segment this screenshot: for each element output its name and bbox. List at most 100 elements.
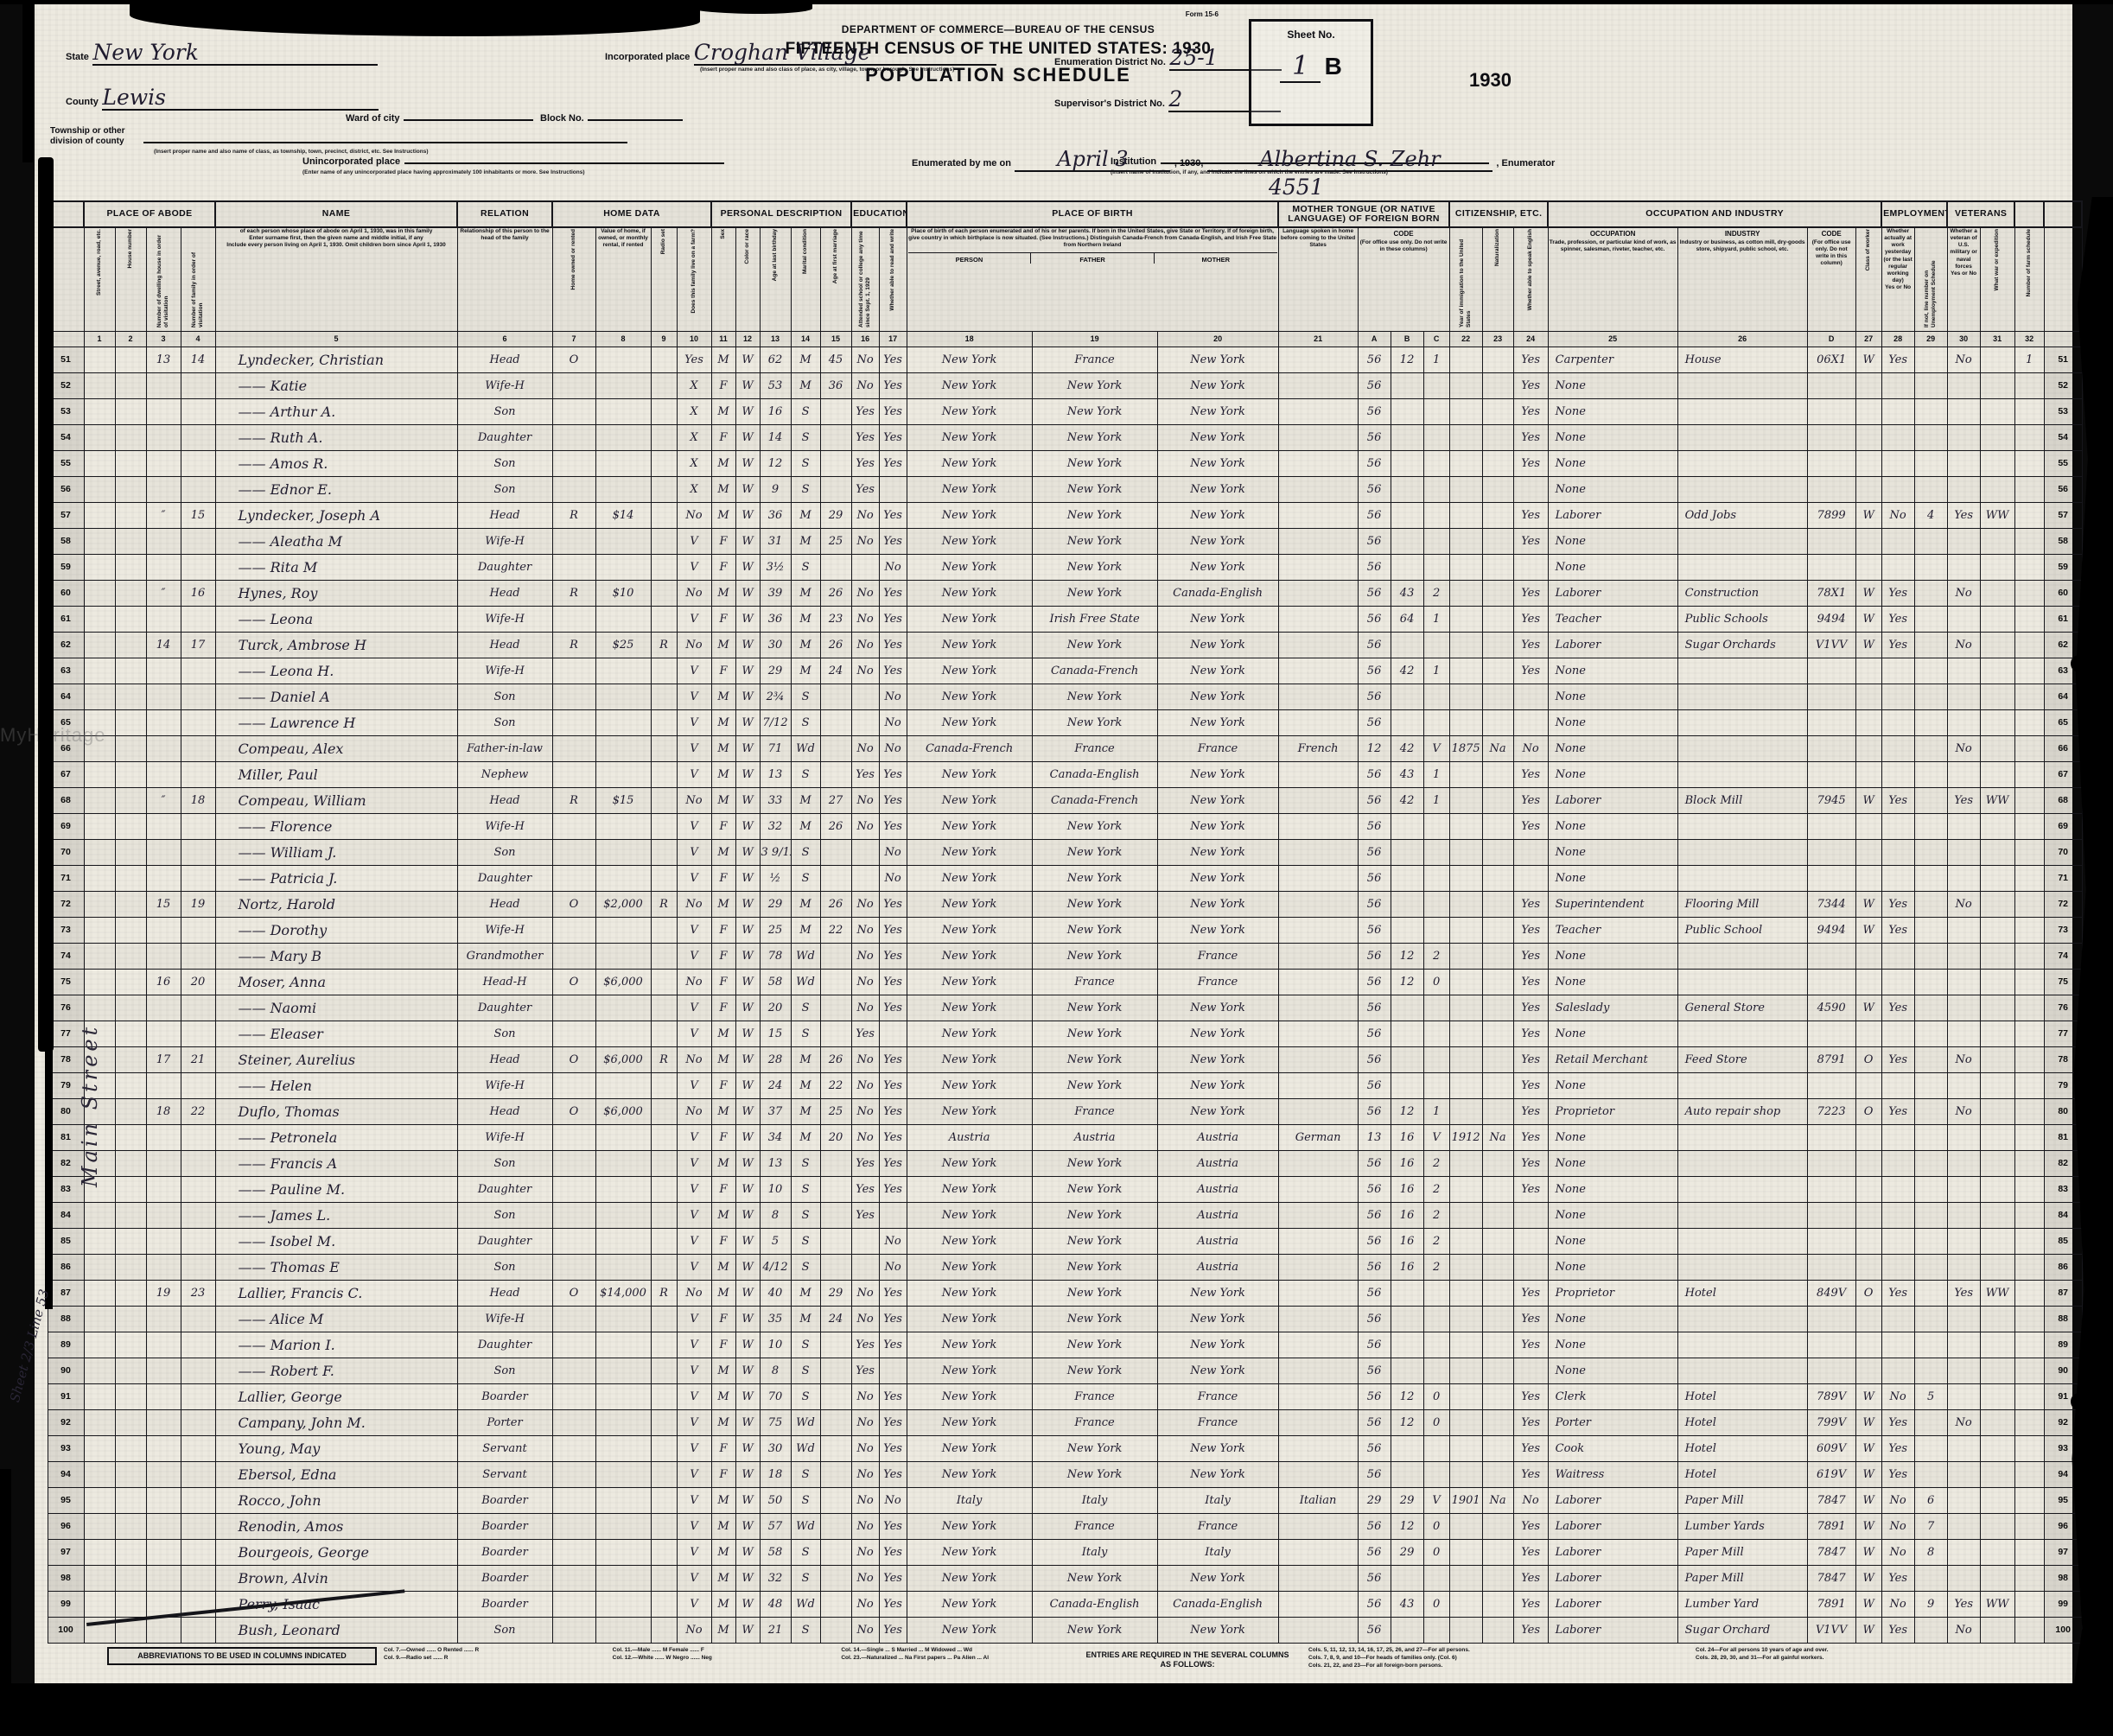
census-row: 59 —— Rita M Daughter V F W 3½ S No New York New Y… [47,553,2083,581]
cell-war [1979,1357,2015,1384]
cell-imm [1448,890,1483,918]
cell-family: 23 [180,1279,216,1307]
cell-bp_m: France [1156,1409,1279,1436]
cell-vet: No [1946,579,1981,607]
census-row: 57 ″ 15 Lyndecker, Joseph A Head R $14 No M W 36 M 2… [47,501,2083,529]
cell-nat [1481,838,1514,866]
cell-empn [1913,372,1948,399]
cell-cC: 2 [1422,579,1450,607]
cell-cA: 56 [1357,1434,1391,1462]
cell-nat [1481,1512,1514,1540]
cell-dwelling [145,1175,181,1203]
cell-house [114,631,147,658]
cell-family [180,1486,216,1514]
cell-farm: V [676,1590,712,1618]
cell-lnr: 53 [2043,397,2083,425]
cell-relation: Son [456,449,553,477]
cell-bp: New York [906,553,1033,581]
cell-cA: 56 [1357,1590,1391,1618]
cell-fs [2014,1538,2045,1566]
cell-emp [1881,968,1915,995]
cell-ind: Block Mill [1677,786,1808,814]
sd-label: Supervisor's District No. [1054,99,1165,109]
cell-dwelling [145,553,181,581]
cell-cD: V1VV [1806,631,1856,658]
cell-lang [1277,994,1359,1021]
cell-sex: F [710,1175,736,1203]
cell-relation: Boarder [456,1383,553,1410]
cell-family [180,1383,216,1410]
cell-emp: Yes [1881,916,1915,944]
cell-color: W [735,1071,761,1099]
cell-radio [650,1020,678,1047]
schedule-title: POPULATION SCHEDULE [865,64,1131,86]
cell-value [595,1460,652,1488]
cell-bp: New York [906,1097,1033,1125]
cell-sex: M [710,1616,736,1644]
cell-bp_f: New York [1031,553,1158,581]
cell-age_m [819,1227,852,1255]
cell-color: W [735,1590,761,1618]
cell-cC [1422,994,1450,1021]
col-desc-age: Age at last birthday [759,226,792,332]
cell-age: 48 [759,1590,792,1618]
cell-war [1979,631,2015,658]
cell-cB [1390,812,1424,840]
cell-bp_f: Irish Free State [1031,605,1158,633]
cell-dwelling [145,1149,181,1177]
cell-school: No [850,1616,880,1644]
cell-occ: Proprietor [1547,1097,1678,1125]
cell-house [114,1201,147,1229]
cell-vet [1946,1149,1981,1177]
cell-color: W [735,838,761,866]
cell-ind: Public Schools [1677,605,1808,633]
cell-street [83,1486,116,1514]
cell-relation: Head [456,890,553,918]
sheet-value: 1 [1280,51,1321,83]
cell-cA: 56 [1357,605,1391,633]
cell-cB: 16 [1390,1227,1424,1255]
cell-ind: House [1677,346,1808,373]
cell-bp: New York [906,1071,1033,1099]
cell-school: Yes [850,1149,880,1177]
cell-farm: No [676,1097,712,1125]
col-desc-rw: Whether able to read and write [878,226,907,332]
cell-age_m [819,942,852,970]
cell-cC: 1 [1422,1097,1450,1125]
entries-title: ENTRIES ARE REQUIRED IN THE SEVERAL COLU… [1085,1650,1289,1669]
cell-relation: Head-H [456,968,553,995]
cell-cB [1390,838,1424,866]
cell-family [180,1020,216,1047]
cell-cD [1806,683,1856,710]
cell-family [180,605,216,633]
cell-name: —— Ruth A. [214,423,458,451]
cell-eng [1512,1357,1549,1384]
cell-school: Yes [850,1201,880,1229]
scan-edge-bottom [0,1683,2113,1736]
cell-color: W [735,1357,761,1384]
cell-vet [1946,838,1981,866]
cell-marital: S [790,1253,821,1281]
cell-street [83,475,116,503]
census-row: 68 ″ 18 Compeau, William Head R $15 No M W 33 M 27 No… [47,786,2083,814]
cell-family [180,1460,216,1488]
cell-sex: M [710,1097,736,1125]
col-number-value: 8 [595,330,652,347]
cell-fs [2014,579,2045,607]
cell-radio [650,1616,678,1644]
cell-cA: 56 [1357,553,1391,581]
cell-family [180,1538,216,1566]
cell-marital: M [790,372,821,399]
cell-occ: Laborer [1547,1616,1678,1644]
cell-street [83,553,116,581]
cell-bp: New York [906,605,1033,633]
cell-empn [1913,1564,1948,1592]
cell-rw: Yes [878,1123,907,1151]
cell-bp: New York [906,1564,1033,1592]
cell-family [180,916,216,944]
cell-dwelling [145,916,181,944]
cell-emp: Yes [1881,1097,1915,1125]
cell-marital: S [790,423,821,451]
enumerated-year-label: , 1930, [1174,158,1204,169]
cell-cC [1422,1616,1450,1644]
